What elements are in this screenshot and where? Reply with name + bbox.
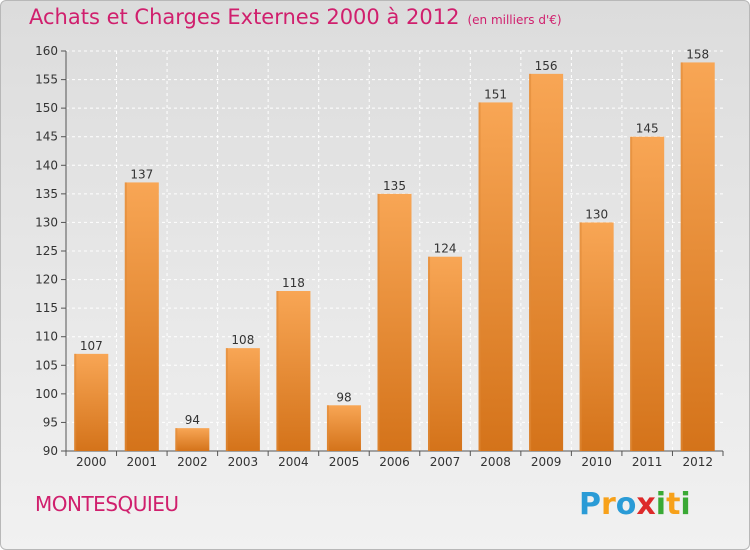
bar[interactable]	[478, 102, 513, 451]
bar[interactable]	[579, 222, 614, 451]
bar-edge	[124, 182, 127, 451]
x-tick-label: 2001	[127, 455, 158, 469]
y-tick-label: 160	[35, 44, 58, 58]
bar-edge	[680, 62, 683, 452]
x-tick-label: 2002	[177, 455, 208, 469]
y-tick-label: 145	[35, 130, 58, 144]
logo-letter: r	[601, 487, 616, 522]
y-tick-label: 150	[35, 101, 58, 115]
bar-edge	[478, 102, 481, 451]
bar[interactable]	[225, 348, 260, 451]
y-tick-label: 125	[35, 244, 58, 258]
logo-letter: o	[615, 487, 637, 522]
data-label: 145	[636, 122, 659, 136]
logo-letter: x	[636, 487, 656, 522]
x-tick-label: 2007	[430, 455, 461, 469]
x-tick-label: 2011	[632, 455, 663, 469]
place-name: MONTESQUIEU	[35, 492, 179, 516]
bar[interactable]	[529, 73, 564, 451]
y-tick-label: 135	[35, 187, 58, 201]
bar-edge	[529, 73, 532, 451]
bars	[74, 62, 715, 452]
labels: 107 2000 137 2001 94 2002 108 2003 118 2004 98 2005…	[76, 47, 713, 469]
data-label: 135	[383, 179, 406, 193]
bar[interactable]	[428, 256, 463, 451]
y-tick-label: 100	[35, 387, 58, 401]
bar[interactable]	[377, 193, 412, 451]
x-tick-label: 2008	[480, 455, 511, 469]
data-label: 151	[484, 87, 507, 101]
x-tick-label: 2009	[531, 455, 562, 469]
bar[interactable]	[680, 62, 715, 452]
y-tick-label: 130	[35, 215, 58, 229]
title-text: Achats et Charges Externes 2000 à 2012	[29, 5, 460, 29]
data-label: 156	[535, 59, 558, 73]
bar[interactable]	[124, 182, 159, 451]
title-unit: (en milliers d'€)	[467, 13, 562, 27]
bar-edge	[276, 291, 279, 451]
bar-edge	[630, 136, 633, 451]
bar-edge	[175, 428, 178, 451]
data-label: 98	[336, 390, 351, 404]
logo-letter: t	[666, 487, 681, 522]
x-tick-label: 2005	[329, 455, 360, 469]
bar-edge	[428, 256, 431, 451]
x-tick-label: 2004	[278, 455, 309, 469]
bar-edge	[225, 348, 228, 451]
x-tick-label: 2010	[581, 455, 612, 469]
bar[interactable]	[175, 428, 210, 451]
y-tick-label: 105	[35, 358, 58, 372]
logo-letter: i	[655, 487, 667, 522]
y-tick-label: 95	[43, 415, 58, 429]
y-tick-label: 155	[35, 73, 58, 87]
y-tick-label: 90	[43, 444, 58, 458]
logo-letter: P	[579, 487, 601, 522]
data-label: 124	[434, 242, 457, 256]
data-label: 118	[282, 276, 305, 290]
bar-edge	[579, 222, 582, 451]
x-tick-label: 2006	[379, 455, 410, 469]
bar-edge	[326, 405, 329, 451]
data-label: 108	[231, 333, 254, 347]
data-label: 107	[80, 339, 103, 353]
bar[interactable]	[326, 405, 361, 451]
bar[interactable]	[276, 291, 311, 451]
y-tick-label: 115	[35, 301, 58, 315]
x-tick-label: 2000	[76, 455, 107, 469]
bar[interactable]	[630, 136, 665, 451]
chart-title: Achats et Charges Externes 2000 à 2012 (e…	[29, 5, 562, 29]
proxiti-logo[interactable]: Proxiti	[579, 487, 691, 522]
logo-letter: i	[680, 487, 691, 522]
data-label: 130	[585, 207, 608, 221]
y-tick-label: 140	[35, 158, 58, 172]
bar-edge	[377, 193, 380, 451]
data-label: 137	[130, 167, 153, 181]
bar-edge	[74, 353, 77, 451]
x-tick-label: 2003	[228, 455, 259, 469]
data-label: 158	[686, 47, 709, 61]
y-tick-label: 120	[35, 273, 58, 287]
x-tick-label: 2012	[682, 455, 713, 469]
bar[interactable]	[74, 353, 109, 451]
y-tick-label: 110	[35, 330, 58, 344]
data-label: 94	[185, 413, 200, 427]
